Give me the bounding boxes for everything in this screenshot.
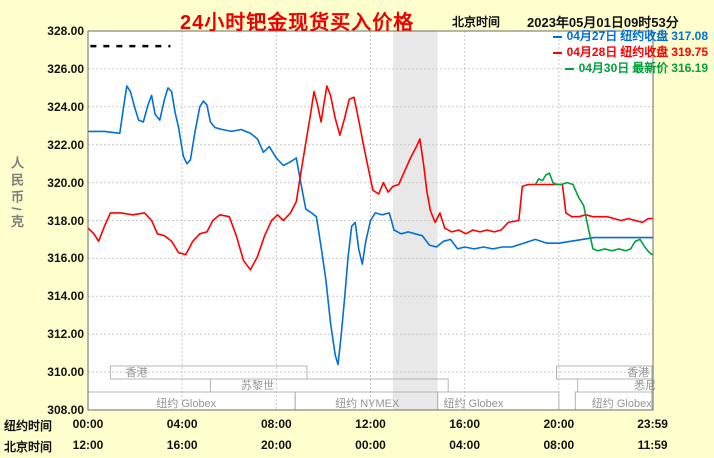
quote-timestamp: 2023年05月01日09时53分 bbox=[527, 15, 679, 30]
y-tick-label: 326.00 bbox=[47, 61, 84, 76]
x-tick-label: 12:00 bbox=[72, 438, 104, 452]
legend-item-0430: 04月30日 最新价 316.19 bbox=[550, 60, 708, 76]
y-tick-label: 312.00 bbox=[47, 327, 84, 342]
x-tick-label: 16:00 bbox=[449, 417, 480, 431]
timezone-label: 北京时间 bbox=[452, 15, 501, 29]
x-axis-row-label-newyork: 纽约时间 bbox=[4, 419, 53, 433]
legend-line-swatch bbox=[552, 51, 562, 54]
legend-label: 纽约收盘 bbox=[620, 45, 669, 59]
session-label: 纽约 Globex bbox=[592, 396, 652, 410]
legend-label: 最新价 bbox=[632, 61, 669, 75]
session-label: 纽约 Globex bbox=[443, 396, 503, 410]
session-box bbox=[109, 365, 308, 380]
x-axis-ticks-beijing: 12:00 16:00 20:00 00:00 04:00 08:00 11:59 bbox=[0, 438, 714, 453]
legend-line-swatch bbox=[552, 35, 562, 38]
session-label: 苏黎世 bbox=[241, 378, 274, 392]
x-tick-label: 16:00 bbox=[166, 438, 198, 452]
legend-label: 纽约收盘 bbox=[620, 29, 669, 43]
y-tick-label: 308.00 bbox=[47, 403, 84, 417]
page-title: 24小时钯金现货买入价格 bbox=[180, 12, 415, 34]
session-label: 香港 bbox=[627, 366, 649, 379]
y-tick-label: 320.00 bbox=[47, 175, 84, 190]
session-label: 纽约 NYMEX bbox=[335, 396, 400, 410]
x-axis-row-label-beijing: 北京时间 bbox=[4, 440, 53, 454]
session-label: 纽约 Globex bbox=[156, 396, 216, 410]
x-tick-label: 00:00 bbox=[355, 438, 386, 452]
legend-value: 317.08 bbox=[671, 29, 708, 43]
legend: 04月27日 纽约收盘 317.08 04月28日 纽约收盘 319.75 04月30日… bbox=[550, 28, 708, 76]
x-tick-label: 08:00 bbox=[260, 417, 292, 431]
legend-date: 04月27日 bbox=[566, 29, 618, 43]
session-label: 香港 bbox=[126, 366, 148, 379]
x-tick-label: 04:00 bbox=[166, 417, 198, 431]
y-tick-label: 314.00 bbox=[47, 289, 84, 304]
legend-value: 319.75 bbox=[671, 45, 708, 59]
x-tick-label: 23:59 bbox=[637, 417, 668, 431]
x-axis-ticks-newyork: 00:00 04:00 08:00 12:00 16:00 20:00 23:59 bbox=[0, 417, 714, 432]
legend-line-swatch bbox=[564, 67, 574, 70]
x-tick-label: 04:00 bbox=[449, 438, 480, 452]
x-tick-label: 11:59 bbox=[637, 438, 668, 452]
session-label: 悉尼 bbox=[634, 379, 656, 392]
y-tick-label: 322.00 bbox=[47, 137, 84, 152]
plot-frame bbox=[87, 30, 654, 411]
y-tick-label: 324.00 bbox=[47, 99, 84, 114]
x-tick-label: 08:00 bbox=[543, 438, 575, 452]
legend-item-0427: 04月27日 纽约收盘 317.08 bbox=[550, 28, 708, 44]
price-line-04月30日 bbox=[534, 172, 653, 256]
legend-value: 316.19 bbox=[671, 61, 708, 75]
x-tick-label: 20:00 bbox=[543, 417, 575, 431]
y-axis-unit-label: 人民币/克 bbox=[9, 156, 24, 232]
y-tick-label: 316.00 bbox=[47, 251, 84, 266]
legend-item-0428: 04月28日 纽约收盘 319.75 bbox=[550, 44, 708, 60]
legend-date: 04月28日 bbox=[566, 45, 618, 59]
x-tick-label: 00:00 bbox=[72, 417, 104, 431]
legend-date: 04月30日 bbox=[578, 61, 630, 75]
y-tick-label: 310.00 bbox=[47, 365, 84, 380]
session-highlight-band bbox=[392, 31, 438, 410]
price-line-04月27日 bbox=[88, 85, 653, 366]
y-tick-label: 328.00 bbox=[47, 24, 84, 38]
x-tick-label: 20:00 bbox=[260, 438, 292, 452]
x-tick-label: 12:00 bbox=[355, 417, 386, 431]
price-line-04月28日 bbox=[87, 85, 653, 271]
y-tick-label: 318.00 bbox=[47, 213, 84, 228]
